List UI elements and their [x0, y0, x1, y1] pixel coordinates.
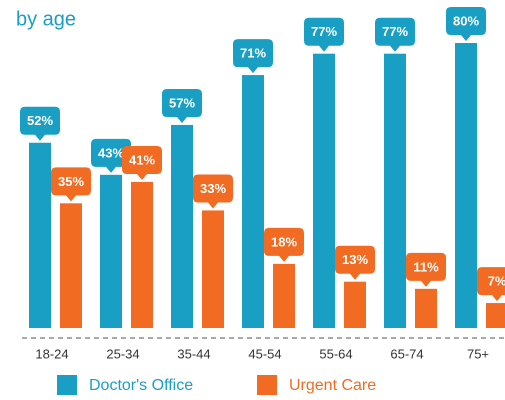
- x-tick-label: 75+: [467, 346, 489, 361]
- x-tick-label: 18-24: [35, 346, 68, 361]
- value-label: 80%: [453, 13, 479, 28]
- chart-subtitle: by age: [16, 8, 76, 30]
- bar: [455, 43, 477, 328]
- bar: [202, 210, 224, 328]
- value-callout: [406, 252, 446, 287]
- value-callout: [122, 145, 162, 180]
- bar: [131, 181, 153, 328]
- value-label: 13%: [342, 252, 368, 267]
- x-tick-label: 45-54: [248, 346, 281, 361]
- bar: [384, 53, 406, 328]
- bar: [273, 263, 295, 328]
- x-tick-label: 35-44: [177, 346, 210, 361]
- value-label: 18%: [271, 234, 297, 249]
- value-callout: [304, 17, 344, 52]
- value-callout: [233, 39, 273, 74]
- bar: [29, 142, 51, 328]
- value-label: 77%: [382, 24, 408, 39]
- legend-swatch: [257, 375, 277, 395]
- value-callout: [375, 17, 415, 52]
- x-tick-label: 55-64: [319, 346, 352, 361]
- value-callout: [193, 174, 233, 209]
- bar: [100, 174, 122, 328]
- legend-label: Urgent Care: [289, 377, 376, 394]
- bar: [60, 203, 82, 328]
- legend-swatch: [57, 375, 77, 395]
- bar: [171, 124, 193, 328]
- value-label: 33%: [200, 181, 226, 196]
- value-callout: [335, 245, 375, 280]
- legend-label: Doctor's Office: [89, 377, 193, 394]
- value-label: 7%: [488, 274, 505, 289]
- value-label: 52%: [27, 113, 53, 128]
- value-label: 71%: [240, 46, 266, 61]
- value-callout: [20, 106, 60, 141]
- bar: [415, 288, 437, 328]
- bar: [242, 75, 264, 328]
- bar: [486, 303, 505, 328]
- value-label: 35%: [58, 174, 84, 189]
- value-callout: [264, 227, 304, 262]
- x-tick-label: 25-34: [106, 346, 139, 361]
- value-callout: [91, 138, 131, 173]
- value-label: 43%: [98, 145, 124, 160]
- bar: [313, 53, 335, 328]
- value-callout: [162, 88, 202, 123]
- value-callout: [51, 167, 91, 202]
- value-label: 41%: [129, 152, 155, 167]
- value-callout: [477, 267, 505, 302]
- value-callout: [446, 7, 486, 41]
- value-label: 77%: [311, 24, 337, 39]
- value-label: 11%: [413, 259, 439, 274]
- bar: [344, 281, 366, 328]
- value-label: 57%: [169, 95, 195, 110]
- x-tick-label: 65-74: [390, 346, 423, 361]
